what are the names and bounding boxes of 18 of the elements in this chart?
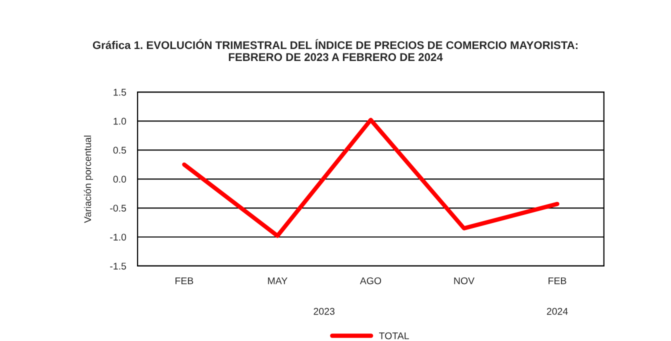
x-tick-label: NOV bbox=[454, 277, 474, 284]
y-tick-label: -1.5 bbox=[110, 262, 126, 270]
line-series bbox=[182, 118, 560, 238]
y-tick-label: 1.5 bbox=[114, 88, 126, 96]
y-tick-label: -0.5 bbox=[110, 204, 126, 212]
y-tick-label: 1.0 bbox=[114, 118, 126, 125]
text: 2023 bbox=[314, 308, 334, 315]
legend-label: TOTAL bbox=[379, 332, 409, 340]
y-tick-label: 0.0 bbox=[113, 176, 126, 183]
x-tick-label: FEB bbox=[176, 277, 194, 284]
x-tick-label: MAY bbox=[268, 277, 288, 284]
text: 2024 bbox=[546, 308, 568, 315]
y-tick-label: -1.0 bbox=[110, 234, 126, 241]
x-tick-label: AGO bbox=[360, 277, 382, 284]
y-axis-title: Variación porcentual bbox=[84, 136, 94, 223]
y-tick-label: 0.5 bbox=[113, 146, 126, 154]
x-tick-label: FEB bbox=[548, 277, 566, 284]
chart-title: Gráfica 1. EVOLUCIÓN TRIMESTRAL DEL ÍNDICE DE PRECIOS DE COMERCIO MAYORISTA: FEBRERO DE 2023 A FEBRERO DE 2024 bbox=[92, 39, 578, 62]
